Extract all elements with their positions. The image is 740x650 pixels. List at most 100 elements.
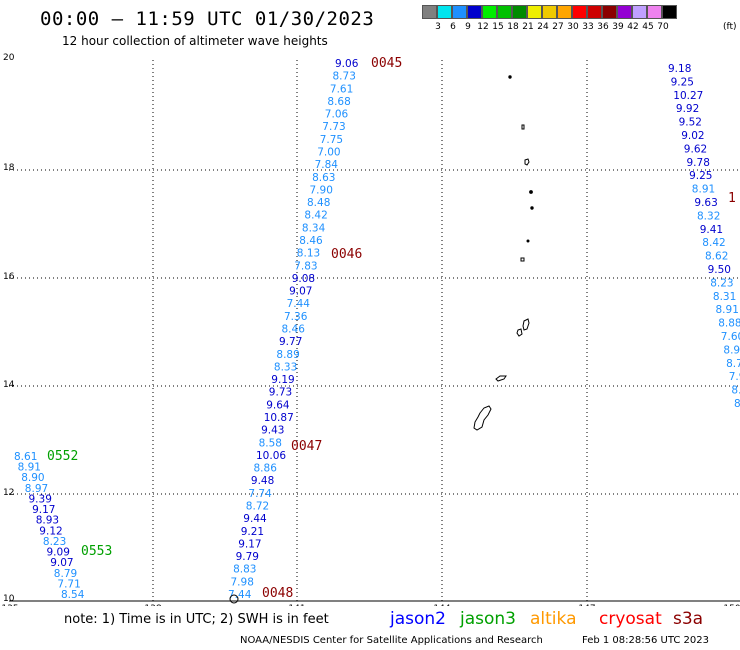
wave-height-value: 9.52 bbox=[679, 117, 702, 129]
wave-height-value: 9.19 bbox=[271, 374, 294, 386]
island-tinian bbox=[516, 328, 523, 337]
color-swatch bbox=[482, 5, 497, 19]
color-scale-labels: 3 6 9 12 15 18 21 24 27 30 33 36 39 42 45 70 bbox=[422, 22, 740, 36]
wave-height-value: 7.84 bbox=[315, 159, 339, 171]
island-sarigan bbox=[520, 257, 525, 262]
color-scale: 3 6 9 12 15 18 21 24 27 30 33 36 39 42 45 70 (ft) bbox=[422, 5, 737, 32]
color-scale-label: 36 bbox=[597, 22, 609, 32]
lon-tick-labels: 135 138 141 144 147 150 bbox=[1, 604, 740, 606]
color-scale-label: 45 bbox=[642, 22, 654, 32]
wave-height-value: 8.34 bbox=[302, 222, 326, 234]
wave-height-value: 9.92 bbox=[676, 103, 699, 115]
wave-height-value: 7.98 bbox=[231, 576, 254, 588]
wave-height-value: 8.23 bbox=[710, 277, 733, 289]
wave-height-value: 8.97 bbox=[25, 483, 48, 495]
color-swatch bbox=[542, 5, 557, 19]
wave-height-value: 8.58 bbox=[259, 437, 282, 449]
wave-height-value: 8.89 bbox=[276, 349, 299, 361]
legend-cryosat: cryosat bbox=[599, 609, 662, 629]
island-pagan bbox=[530, 206, 534, 210]
track-end-marker bbox=[229, 594, 239, 604]
legend-jason3: jason3 bbox=[460, 609, 516, 629]
wave-height-value: 8.7 bbox=[726, 358, 740, 370]
lat-label-16: 16 bbox=[3, 272, 15, 282]
island-asuncion bbox=[524, 158, 530, 166]
legend-jason2: jason2 bbox=[390, 609, 446, 629]
track-right: 9.189.2510.279.929.529.029.629.789.258.9… bbox=[668, 63, 740, 410]
wave-height-value: 8.91 bbox=[716, 304, 739, 316]
wave-height-value: 9.18 bbox=[668, 63, 691, 75]
page-title: 00:00 – 11:59 UTC 01/30/2023 bbox=[40, 8, 375, 30]
wave-height-value: 7.60 bbox=[721, 331, 740, 343]
lon-label-150: 150 bbox=[723, 604, 740, 606]
color-scale-label: 27 bbox=[552, 22, 564, 32]
color-swatch bbox=[662, 5, 677, 19]
lat-tick-labels: 20 18 16 14 12 10 bbox=[3, 53, 15, 604]
island-farallon bbox=[508, 75, 512, 79]
credit-text: NOAA/NESDIS Center for Satellite Applica… bbox=[240, 635, 543, 646]
color-scale-label: 3 bbox=[435, 22, 441, 32]
wave-height-value: 8.62 bbox=[705, 251, 728, 263]
wave-height-value: 8.91 bbox=[692, 184, 715, 196]
wave-height-value: 9.64 bbox=[266, 399, 290, 411]
lon-label-147: 147 bbox=[578, 604, 595, 606]
wave-height-value: 9.41 bbox=[700, 224, 723, 236]
color-swatch bbox=[632, 5, 647, 19]
lat-label-12: 12 bbox=[3, 488, 14, 498]
lon-label-135: 135 bbox=[1, 604, 18, 606]
pass-label-0046: 0046 bbox=[331, 247, 362, 262]
lon-label-144: 144 bbox=[433, 604, 450, 606]
island-saipan bbox=[522, 318, 530, 331]
wave-height-value: 9.73 bbox=[269, 387, 292, 399]
wave-height-value: 9.77 bbox=[279, 336, 302, 348]
wave-height-value: 8.23 bbox=[43, 536, 66, 548]
wave-height-value: 7.75 bbox=[320, 134, 343, 146]
color-scale-label: 9 bbox=[465, 22, 471, 32]
island-alamagan bbox=[526, 239, 530, 243]
color-swatch bbox=[602, 5, 617, 19]
color-scale-label: 70 bbox=[657, 22, 669, 32]
wave-height-value: 9.79 bbox=[236, 551, 259, 563]
wave-height-value: 7.06 bbox=[325, 109, 349, 121]
lon-label-138: 138 bbox=[144, 604, 161, 606]
lat-label-10: 10 bbox=[3, 594, 15, 604]
pass-label-0045: 0045 bbox=[371, 56, 402, 71]
wave-height-value: 9.48 bbox=[251, 475, 274, 487]
wave-height-value: 9.50 bbox=[708, 264, 731, 276]
wave-height-value: 7.61 bbox=[330, 83, 353, 95]
color-swatch bbox=[557, 5, 572, 19]
color-swatch bbox=[587, 5, 602, 19]
island-maug bbox=[521, 124, 525, 130]
color-swatch bbox=[647, 5, 662, 19]
color-scale-label: 39 bbox=[612, 22, 624, 32]
wave-height-value: 8.33 bbox=[274, 361, 297, 373]
legend-altika: altika bbox=[530, 609, 577, 629]
wave-height-value: 9.44 bbox=[243, 513, 267, 525]
wave-height-value: 9.08 bbox=[292, 273, 315, 285]
wave-height-value: 10.27 bbox=[673, 90, 703, 102]
color-scale-label: 12 bbox=[477, 22, 489, 32]
pass-label-right-edge: 1 bbox=[728, 191, 736, 206]
wave-height-value: 8. bbox=[731, 385, 740, 397]
footer-note: note: 1) Time is in UTC; 2) SWH is in fe… bbox=[64, 612, 329, 627]
wave-height-value: 9.17 bbox=[238, 538, 261, 550]
wave-height-value: 8.31 bbox=[713, 291, 736, 303]
track-0045: 9.068.737.618.687.067.737.757.007.848.63… bbox=[228, 58, 359, 601]
wave-height-value: 8.46 bbox=[299, 235, 323, 247]
wave-height-value: 9.25 bbox=[671, 76, 694, 88]
lat-label-14: 14 bbox=[3, 380, 15, 390]
color-swatch bbox=[467, 5, 482, 19]
wave-height-value: 8.46 bbox=[282, 324, 306, 336]
pass-time-labels: 0045 0046 0047 0048 0552 0553 1 bbox=[47, 56, 736, 601]
wave-height-value: 9.62 bbox=[684, 143, 707, 155]
color-scale-label: 6 bbox=[450, 22, 456, 32]
wave-height-value: 8.93 bbox=[36, 515, 59, 527]
color-scale-label: 21 bbox=[522, 22, 534, 32]
wave-height-value: 8.91 bbox=[18, 462, 41, 474]
islands bbox=[473, 75, 534, 431]
wave-height-value: 7.9 bbox=[729, 371, 740, 383]
wave-height-value: 8.86 bbox=[254, 463, 278, 475]
color-swatch bbox=[512, 5, 527, 19]
color-swatch bbox=[527, 5, 542, 19]
wave-height-value: 9.07 bbox=[289, 286, 312, 298]
